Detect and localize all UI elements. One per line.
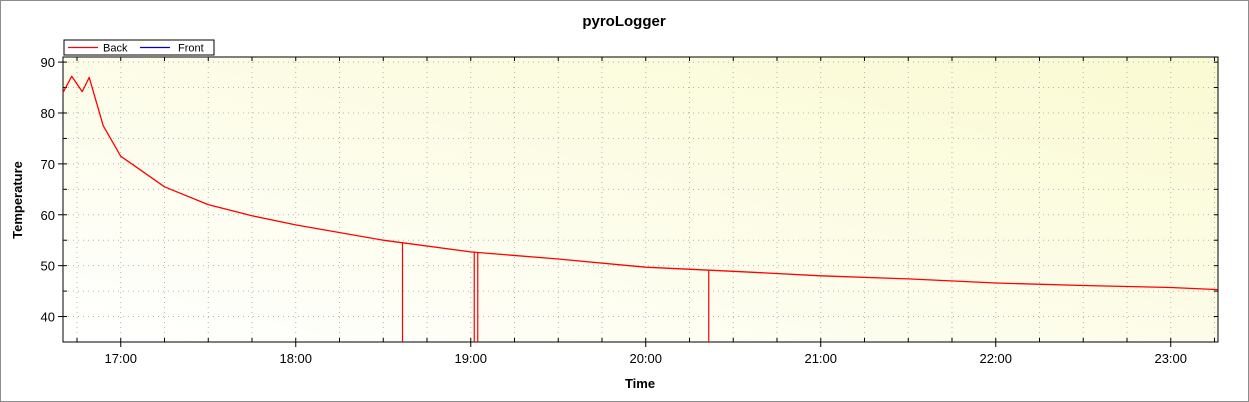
x-tick-label: 20:00 (629, 351, 662, 366)
y-tick-label: 40 (41, 310, 55, 325)
y-tick-label: 60 (41, 208, 55, 223)
x-tick-label: 17:00 (104, 351, 137, 366)
y-axis-title: Temperature (10, 161, 25, 239)
y-tick-label: 70 (41, 157, 55, 172)
x-tick-label: 22:00 (979, 351, 1012, 366)
legend-label-back: Back (103, 43, 128, 55)
y-tick-label: 90 (41, 55, 55, 70)
x-ticks: 17:00 18:00 19:00 20:00 21:00 22:00 23:00 (104, 342, 1187, 366)
series-layer (62, 75, 1219, 342)
x-tick-label: 23:00 (1154, 351, 1187, 366)
chart-title: pyroLogger (582, 13, 665, 30)
minor-ticks (63, 57, 1218, 342)
x-tick-label: 19:00 (454, 351, 487, 366)
legend-label-front: Front (178, 43, 204, 55)
legend: Back Front (63, 39, 215, 56)
y-tick-label: 80 (41, 106, 55, 121)
legend-box (63, 39, 215, 56)
y-ticks: 40 50 60 70 80 90 (41, 55, 63, 325)
series-line-back (62, 75, 1219, 291)
x-axis-title: Time (625, 376, 655, 391)
plot-area (62, 56, 1219, 343)
x-tick-label: 18:00 (279, 351, 312, 366)
y-tick-label: 50 (41, 259, 55, 274)
x-tick-label: 21:00 (804, 351, 837, 366)
